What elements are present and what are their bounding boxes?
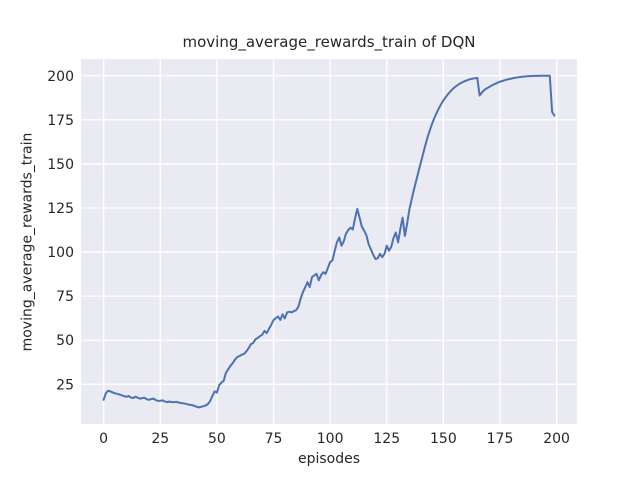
x-tick-label: 75 xyxy=(265,431,283,447)
plot-area xyxy=(81,59,577,424)
y-tick-label: 25 xyxy=(56,377,74,393)
y-tick-label: 175 xyxy=(47,113,74,129)
x-tick-label: 100 xyxy=(317,431,344,447)
y-axis-label: moving_average_rewards_train xyxy=(19,132,36,352)
y-tick-label: 200 xyxy=(47,69,74,85)
x-tick-label: 0 xyxy=(99,431,108,447)
y-tick-label: 50 xyxy=(56,333,74,349)
x-tick-label: 175 xyxy=(487,431,514,447)
y-tick-label: 125 xyxy=(47,201,74,217)
x-tick-label: 25 xyxy=(151,431,169,447)
x-axis-label: episodes xyxy=(297,451,361,467)
y-tick-label: 75 xyxy=(56,289,74,305)
series-line-dqn xyxy=(102,74,556,409)
y-tick-label: 150 xyxy=(47,157,74,173)
y-tick-label: 100 xyxy=(47,245,74,261)
chart-title: moving_average_rewards_train of DQN xyxy=(182,33,476,51)
x-tick-label: 50 xyxy=(208,431,226,447)
x-tick-label: 150 xyxy=(430,431,457,447)
x-tick-label: 200 xyxy=(543,431,570,447)
x-tick-label: 125 xyxy=(373,431,400,447)
